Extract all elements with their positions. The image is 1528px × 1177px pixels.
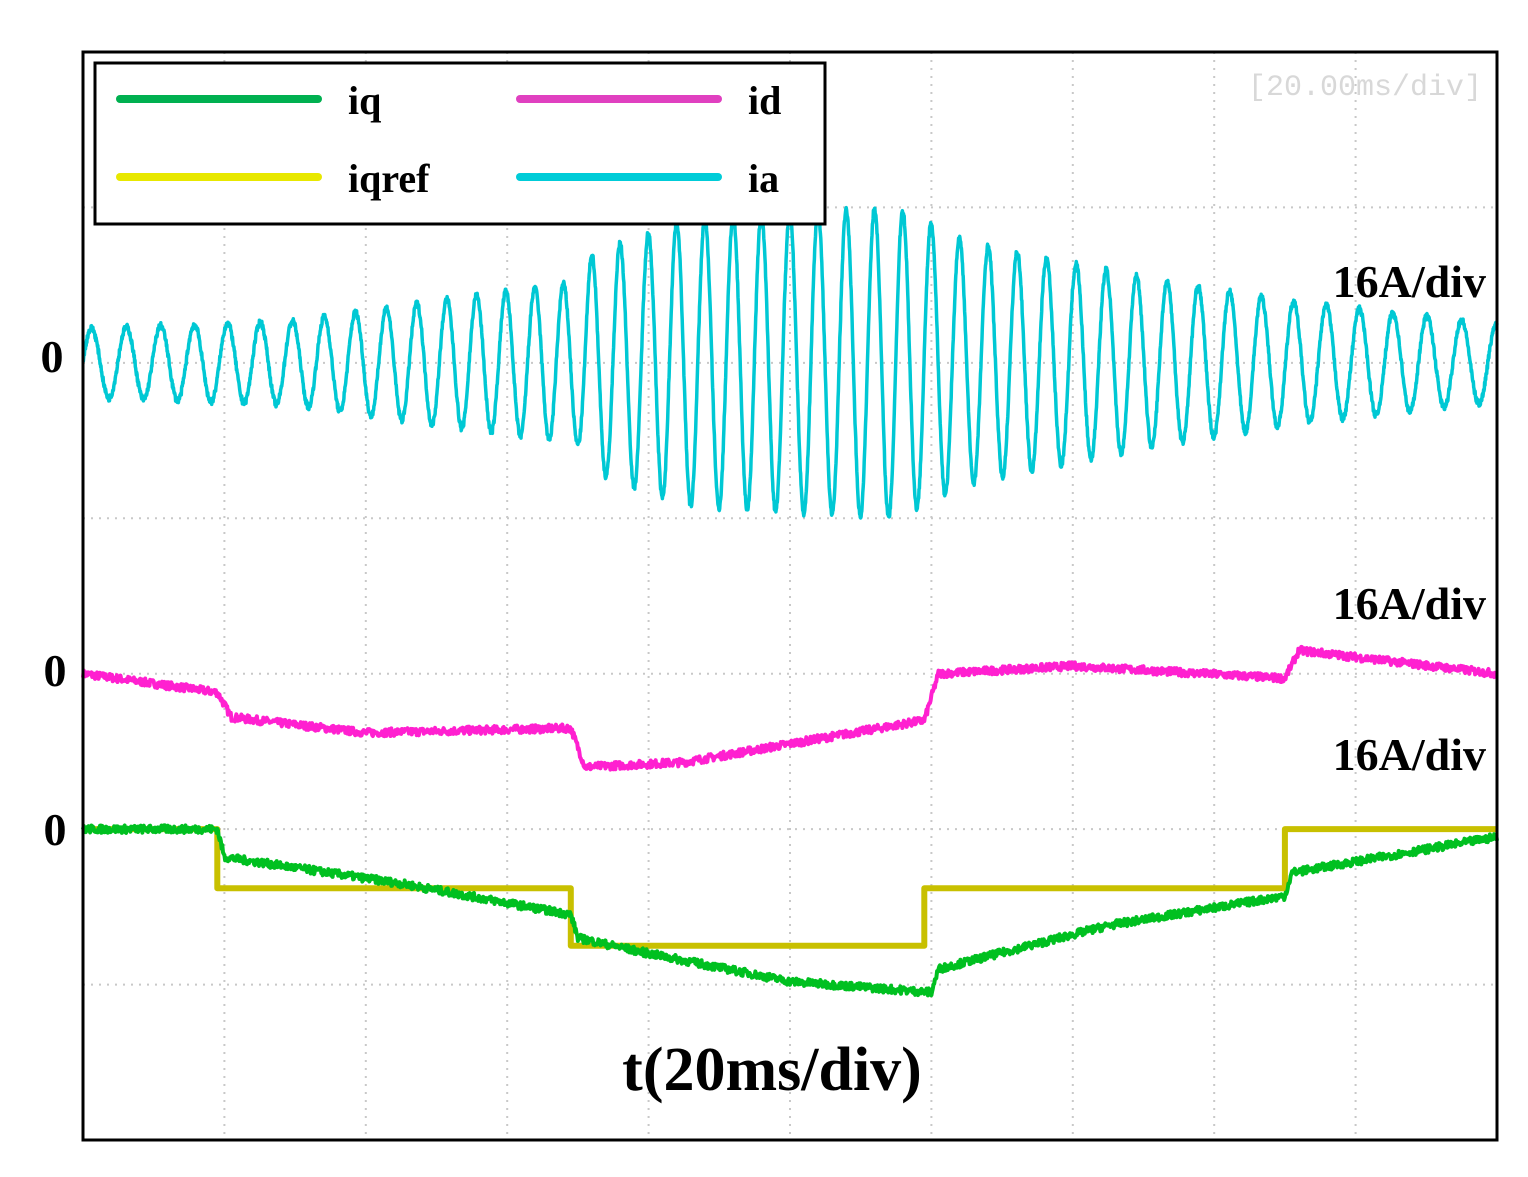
series-ia [81, 205, 1499, 520]
iq-scale-label: 16A/div [1333, 729, 1486, 780]
id-scale-label: 16A/div [1333, 578, 1486, 629]
time-axis-label: t(20ms/div) [622, 1036, 922, 1104]
series-id [81, 644, 1499, 772]
series-iq [81, 823, 1499, 998]
plot-frame [81, 50, 1499, 1142]
legend-label-iq: iq [348, 78, 381, 123]
legend: iq id iqref ia [93, 61, 827, 226]
time-division-readout: [20.00ms/div] [1248, 71, 1482, 105]
grid [83, 52, 1497, 1140]
legend-label-iqref: iqref [348, 156, 430, 201]
legend-box [93, 61, 827, 226]
id-zero-marker: 0 [44, 645, 67, 696]
series-iqref [83, 826, 1497, 949]
iq-zero-marker: 0 [44, 804, 67, 855]
ia-scale-label: 16A/div [1333, 256, 1486, 307]
legend-label-ia: ia [748, 156, 779, 201]
ia-zero-marker: 0 [41, 331, 64, 382]
legend-label-id: id [748, 78, 781, 123]
